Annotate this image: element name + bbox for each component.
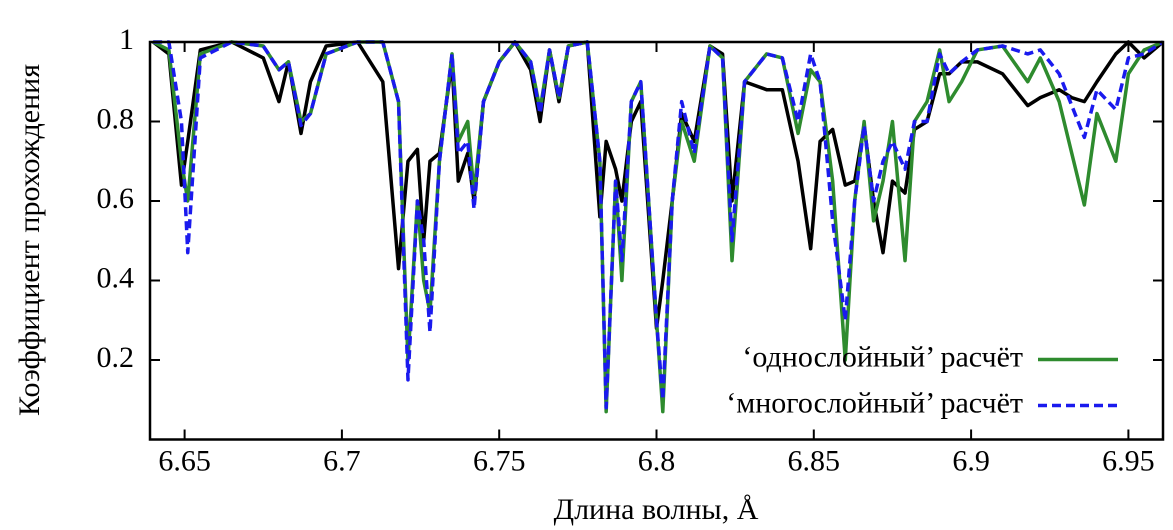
x-tick-label: 6.95 [1102,444,1155,477]
y-tick-label: 0.6 [97,182,135,215]
x-tick-label: 6.65 [158,444,211,477]
y-axis-label: Коэффициент прохождения [13,64,46,416]
legend-label: ‘однослойный’ расчёт [742,340,1023,373]
plot-frame [148,40,1165,441]
x-axis-label: Длина волны, Å [554,493,759,526]
y-tick-label: 0.8 [97,102,135,135]
x-tick-label: 6.9 [952,444,990,477]
x-tick-label: 6.75 [473,444,526,477]
x-tick-label: 6.8 [638,444,676,477]
legend-label: ‘многослойный’ расчёт [726,386,1023,419]
series-line [153,40,1163,410]
x-tick-label: 6.7 [323,444,361,477]
y-tick-label: 0.2 [97,341,135,374]
x-tick-label: 6.85 [788,444,841,477]
series-line [152,40,1163,330]
y-tick-label: 1 [119,23,134,56]
y-tick-label: 0.4 [97,261,135,294]
